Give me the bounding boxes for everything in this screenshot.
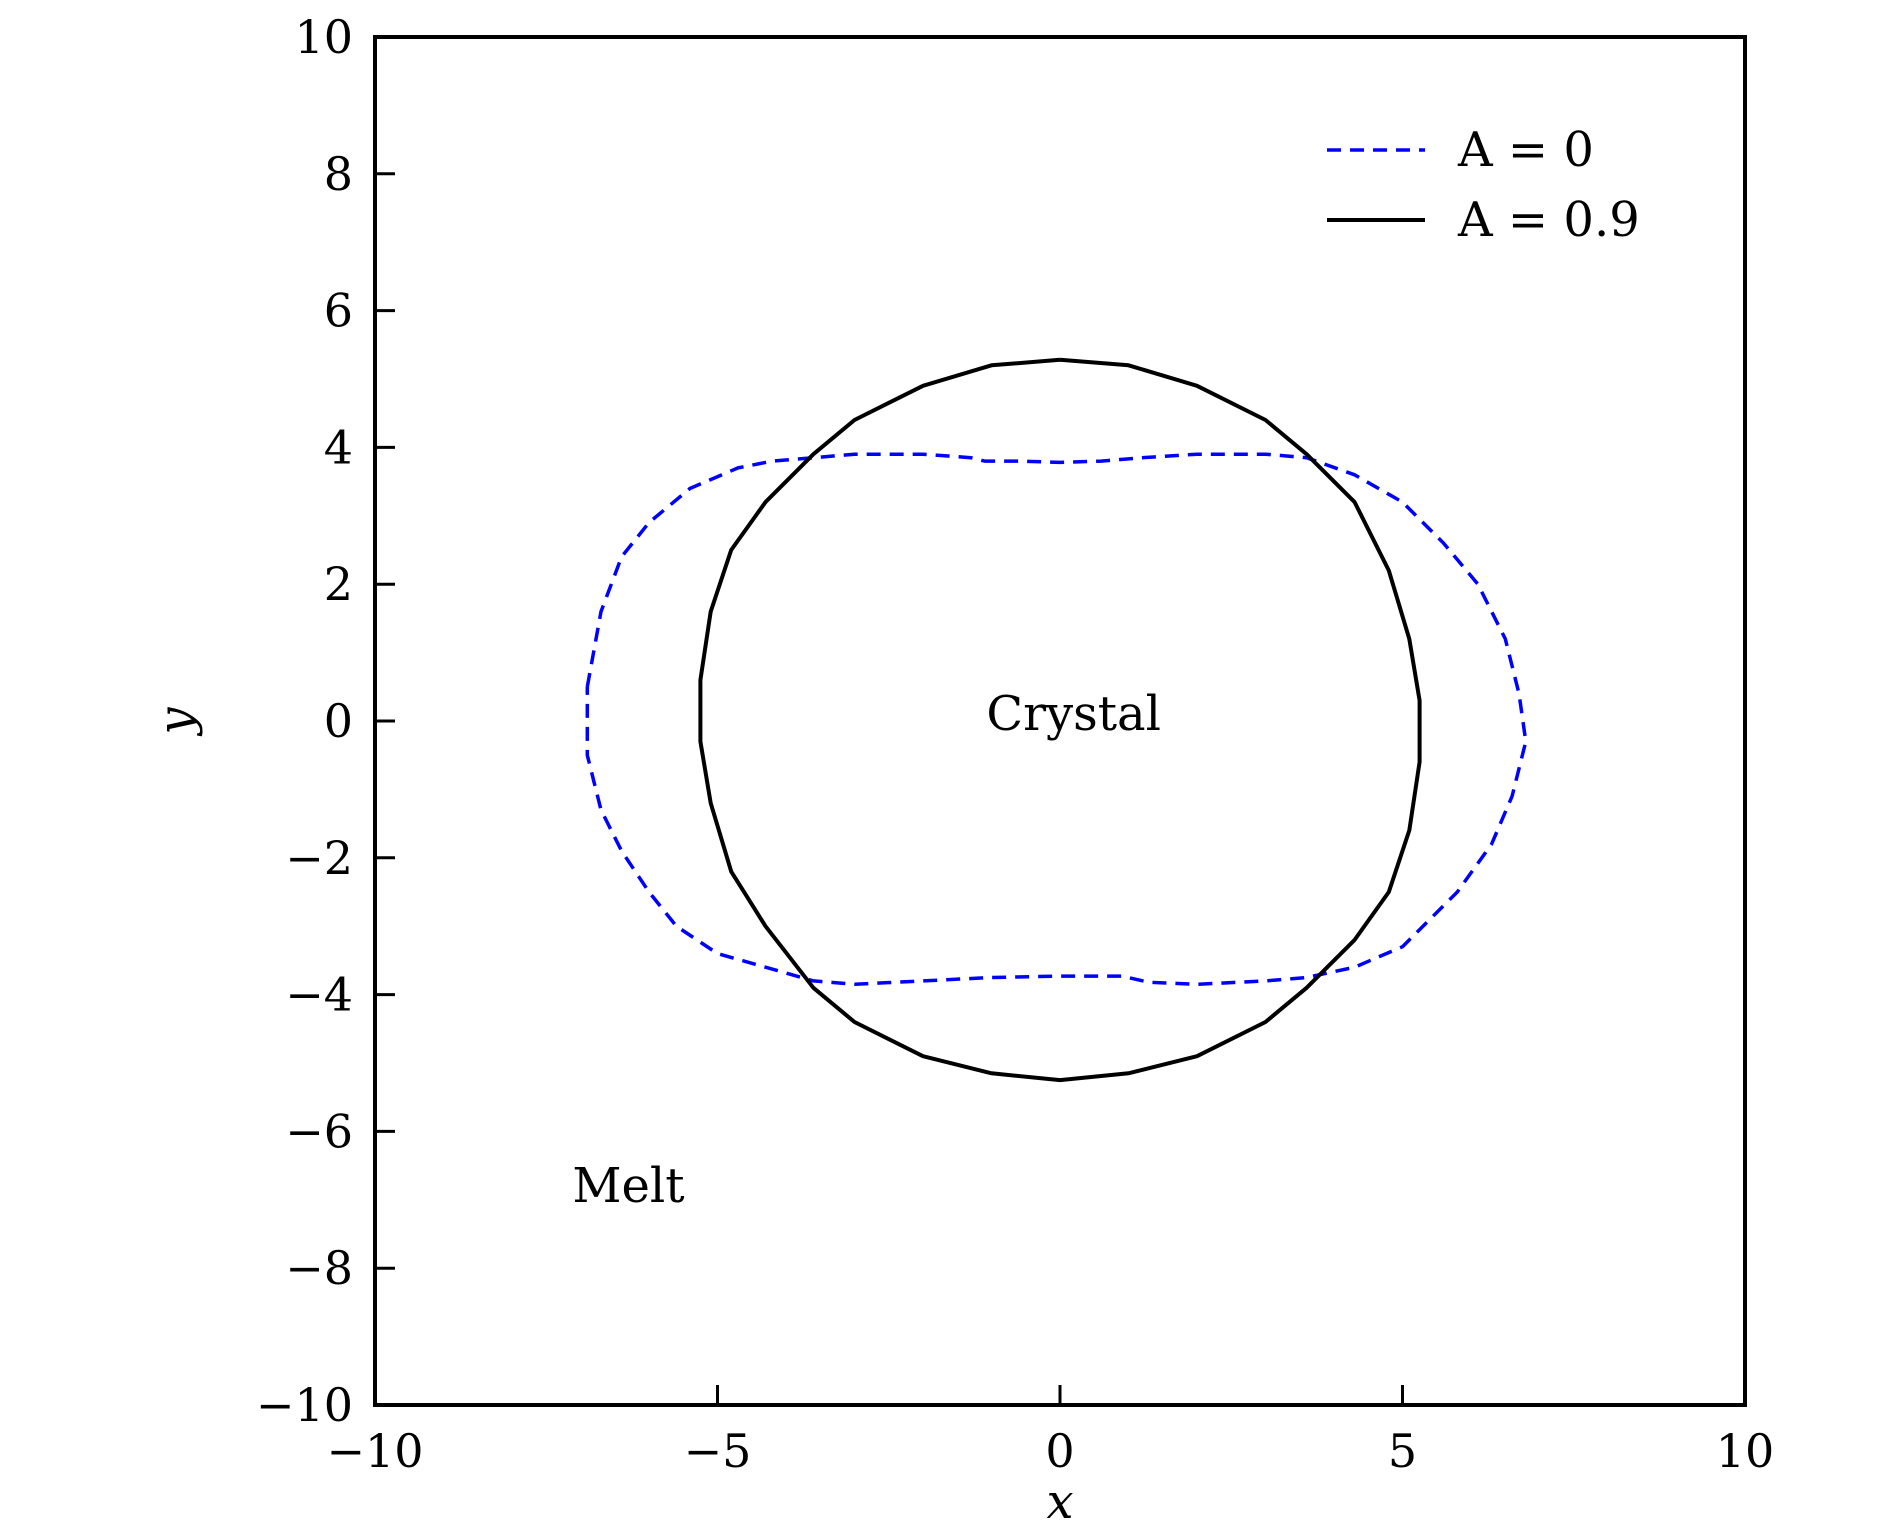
series-line-0	[585, 452, 1528, 987]
y-tick-label: 4	[324, 420, 353, 474]
annotation-crystal: Crystal	[986, 686, 1161, 742]
y-tick-label: 0	[324, 694, 353, 748]
x-tick-label: −5	[684, 1424, 752, 1478]
y-tick-label: −2	[285, 831, 353, 885]
x-tick-label: 5	[1388, 1424, 1417, 1478]
legend: A = 0 A = 0.9	[1327, 122, 1640, 248]
series-line-1	[698, 357, 1422, 1083]
annotation-melt: Melt	[572, 1158, 684, 1214]
x-tick-label: 0	[1045, 1424, 1074, 1478]
ticks-layer: −10 −5 0 5 10 −10 −8 −6 −4 −2 0 2 4 6 8 10	[256, 10, 1774, 1478]
y-tick-label: −4	[285, 968, 353, 1022]
y-tick-label: 2	[324, 557, 353, 611]
y-tick-label: 8	[324, 147, 353, 201]
y-tick-label: 6	[324, 284, 353, 338]
x-tick-label: −10	[326, 1424, 423, 1478]
annotations: Crystal Melt	[572, 686, 1161, 1214]
x-axis-label: x	[1046, 1474, 1073, 1530]
y-tick-label: 10	[294, 10, 353, 64]
y-tick-label: −10	[256, 1378, 353, 1432]
series-layer	[585, 357, 1528, 1083]
legend-label-a-0: A = 0	[1457, 122, 1594, 178]
y-tick-label: −6	[285, 1104, 353, 1158]
y-tick-label: −8	[285, 1241, 353, 1295]
x-tick-label: 10	[1716, 1424, 1775, 1478]
legend-label-a-0-9: A = 0.9	[1457, 192, 1640, 248]
y-axis-label: y	[148, 707, 204, 737]
